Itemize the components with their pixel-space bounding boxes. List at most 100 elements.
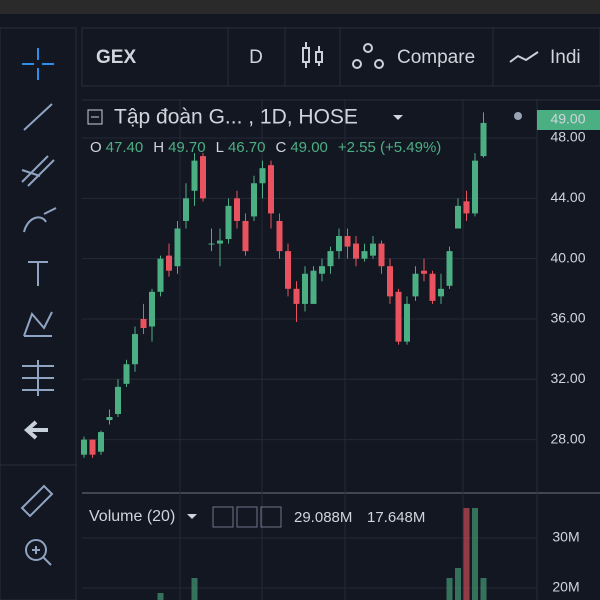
left-toolbar [0,27,77,600]
legend-title[interactable]: Tập đoàn G... , 1D, HOSE [114,106,358,129]
ruler-icon[interactable] [20,484,54,518]
candle-body [149,291,155,327]
collapse-button[interactable] [87,109,103,125]
ohlc-legend: O 47.40 H 49.70 L 46.70 C 49.00 +2.55 (+5.49%) [90,139,441,156]
volume-tick-label: 30M [552,529,579,545]
volume-bars [157,508,487,600]
candle-body [463,201,470,214]
candle-body [268,165,274,214]
volume-buttons[interactable] [212,506,282,528]
compare[interactable]: Compare [397,47,475,68]
dot [514,112,522,120]
volume-bar [455,568,461,600]
change: +2.55 (+5.49%) [338,139,441,156]
status-bar [0,0,600,14]
candle-body [319,266,325,274]
candle-body [200,156,206,199]
candle-body [81,439,87,455]
indicators[interactable]: Indi [550,47,581,68]
candle-body [208,243,215,245]
crosshair-icon[interactable] [22,48,54,80]
volume-bar [463,508,470,600]
candle-body [387,266,393,297]
volume-bar [480,578,487,600]
candle-body [166,255,172,271]
candle-body [412,273,419,297]
pattern-icon[interactable] [23,311,53,337]
candle-body [455,205,461,229]
candle-body [98,432,104,452]
candle-body [115,386,121,414]
candle-body [234,198,240,221]
candle-body [157,258,164,292]
candle-body [225,205,232,240]
chart-type-icon[interactable] [302,42,323,68]
price-tag-bg [537,110,600,130]
candle-body [183,198,189,221]
volume-bar [157,593,164,600]
candle-body [106,417,113,421]
candle-body [285,251,291,289]
dropdown-arrow[interactable] [187,514,197,519]
ohlc-key: L [216,139,224,156]
price-tick-label: 32.00 [550,370,585,386]
candle-body [89,439,96,455]
candle-body [132,334,138,365]
price-tick-label: 28.00 [550,430,585,446]
compare-icon[interactable] [352,43,384,69]
candle-body [251,183,257,217]
volume-bar [191,578,198,600]
tool-icons [20,48,57,566]
candle-body [123,364,130,384]
volume-title[interactable]: Volume (20) [89,508,175,525]
prediction-icon[interactable] [22,360,54,396]
candle-body [378,243,385,267]
text-icon[interactable] [28,261,48,286]
candle-body [421,270,427,274]
grid [82,100,537,600]
ohlc-value: 47.40 [106,139,144,156]
candle-body [438,288,444,297]
candle-body [191,160,198,191]
candle-body [217,240,223,244]
candle-body [353,243,359,259]
line-icon[interactable] [23,103,53,131]
candle-body [344,236,351,247]
ohlc-key: C [276,139,287,156]
dropdown-arrow[interactable] [393,115,403,120]
symbol[interactable]: GEX [96,47,136,68]
candle-body [370,243,376,256]
candle-body [361,251,368,259]
interval[interactable]: D [249,47,263,68]
candle-body [429,273,436,301]
volume-bar [472,508,478,600]
ohlc-value: 49.70 [168,139,206,156]
candle-body [336,236,342,252]
volume-ma: 17.648M [367,509,425,526]
candles [81,112,487,458]
candle-body [472,160,478,214]
candle-body [310,270,317,304]
candle-body [140,318,147,329]
brush-icon[interactable] [23,207,57,233]
candle-body [242,220,249,252]
zoom-icon[interactable] [25,539,47,561]
ohlc-value: 49.00 [290,139,328,156]
top-toolbar [81,27,600,87]
candle-body [259,168,266,184]
price-tag: 49.00 [550,111,585,127]
candle-body [395,291,402,342]
candle-body [327,251,334,267]
back-icon[interactable] [23,420,48,440]
candle-body [276,220,283,252]
indicators-icon[interactable] [509,51,539,63]
price-tick-label: 36.00 [550,310,585,326]
candle-body [480,122,487,157]
volume-value: 29.088M [294,509,352,526]
candle-body [174,228,181,267]
fib-icon[interactable] [21,155,55,187]
price-tick-label: 40.00 [550,249,585,265]
price-tick-label: 44.00 [550,189,585,205]
candle-body [404,303,410,342]
